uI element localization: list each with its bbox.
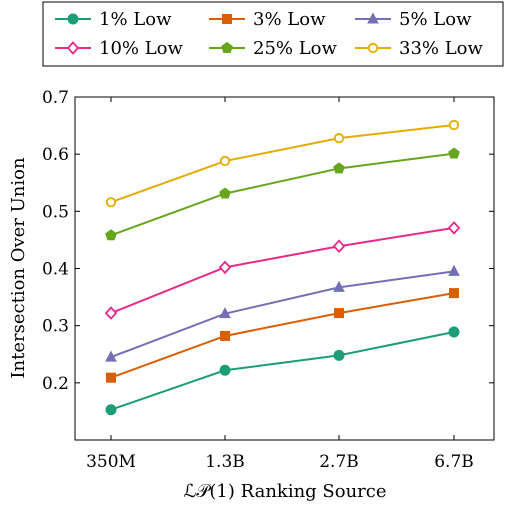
legend-marker bbox=[67, 13, 79, 25]
data-point bbox=[448, 326, 460, 338]
x-tick-label: 1.3B bbox=[205, 452, 245, 472]
y-tick-label: 0.2 bbox=[42, 374, 69, 394]
data-point bbox=[333, 162, 345, 174]
x-axis: 350M 1.3B 2.7B 6.7B bbox=[86, 97, 474, 472]
legend-marker bbox=[367, 12, 379, 24]
legend-item: 5% Low bbox=[355, 9, 472, 30]
data-point bbox=[105, 197, 117, 208]
data-point bbox=[448, 264, 460, 276]
data-point bbox=[219, 155, 231, 167]
legend-label: 5% Low bbox=[399, 9, 472, 30]
series-2 bbox=[105, 264, 460, 362]
legend-label: 33% Low bbox=[399, 38, 484, 59]
legend-label: 3% Low bbox=[253, 9, 326, 30]
x-tick-label: 6.7B bbox=[434, 452, 474, 472]
data-point bbox=[104, 306, 118, 320]
legend-label: 10% Low bbox=[99, 38, 184, 59]
legend-marker bbox=[367, 42, 379, 54]
y-tick-label: 0.5 bbox=[42, 202, 69, 222]
data-point bbox=[219, 307, 231, 319]
series-0 bbox=[105, 326, 460, 416]
legend-box bbox=[42, 1, 504, 67]
data-point bbox=[333, 349, 345, 361]
legend-label: 25% Low bbox=[253, 38, 338, 59]
data-point bbox=[105, 229, 117, 241]
legend-item: 3% Low bbox=[209, 9, 326, 30]
series-group bbox=[104, 119, 461, 416]
y-tick-label: 0.7 bbox=[42, 88, 69, 108]
legend-label: 1% Low bbox=[99, 9, 172, 30]
series-line bbox=[110, 292, 455, 379]
series-line bbox=[110, 152, 455, 237]
series-line bbox=[110, 226, 455, 315]
series-line bbox=[110, 270, 455, 359]
data-point bbox=[449, 288, 459, 299]
legend-marker bbox=[222, 14, 232, 24]
y-tick-label: 0.4 bbox=[42, 260, 69, 280]
x-axis-label: ℒ𝒫(1) Ranking Source bbox=[183, 481, 386, 502]
y-tick-label: 0.6 bbox=[42, 145, 69, 165]
data-point bbox=[333, 280, 345, 292]
y-axis-label: Intersection Over Union bbox=[8, 157, 29, 379]
legend-marker bbox=[221, 41, 233, 53]
data-point bbox=[219, 187, 231, 199]
legend-item: 1% Low bbox=[55, 9, 172, 30]
legend-marker bbox=[66, 41, 80, 55]
y-tick-label: 0.3 bbox=[42, 317, 69, 337]
legend-item: 33% Low bbox=[355, 38, 484, 59]
y-axis: 0.2 0.3 0.4 0.5 0.6 0.7 bbox=[42, 88, 494, 394]
data-point bbox=[105, 404, 117, 416]
data-point bbox=[333, 133, 345, 144]
data-point bbox=[332, 239, 346, 254]
data-point bbox=[106, 372, 116, 383]
data-point bbox=[219, 364, 231, 376]
data-point bbox=[218, 260, 232, 275]
legend-item: 25% Low bbox=[209, 38, 338, 59]
data-point bbox=[448, 147, 460, 159]
legend-item: 10% Low bbox=[55, 38, 184, 59]
data-point bbox=[105, 350, 117, 362]
data-point bbox=[448, 119, 460, 131]
series-1 bbox=[106, 288, 459, 383]
series-line bbox=[110, 124, 455, 204]
series-3 bbox=[104, 221, 461, 320]
data-point bbox=[220, 330, 230, 341]
series-line bbox=[110, 330, 455, 411]
x-tick-label: 2.7B bbox=[319, 452, 359, 472]
data-point bbox=[334, 308, 344, 319]
series-4 bbox=[105, 147, 460, 241]
series-5 bbox=[105, 119, 460, 208]
data-point bbox=[447, 221, 461, 235]
legend: 1% Low 3% Low 5% Low 10% Low 25% Low 33% Low bbox=[55, 9, 484, 59]
x-tick-label: 350M bbox=[86, 452, 136, 472]
